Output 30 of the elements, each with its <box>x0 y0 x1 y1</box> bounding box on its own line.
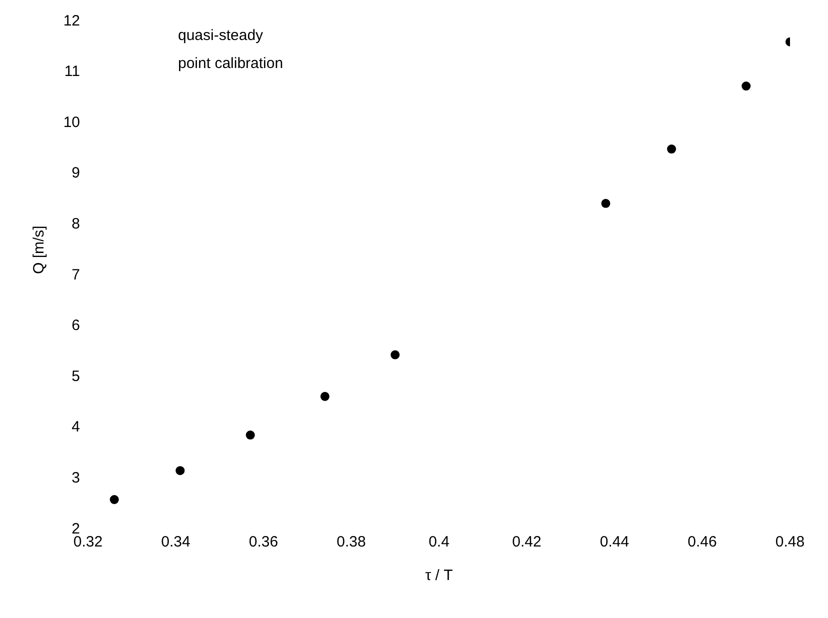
y-tick-label: 9 <box>72 164 80 182</box>
y-axis-title: Q [m/s] <box>30 226 48 274</box>
point <box>176 466 185 476</box>
annotation: quasi-steady <box>178 26 264 46</box>
y-tick-label: 11 <box>64 63 80 80</box>
y-tick-label: 6 <box>72 317 80 334</box>
y-tick-label: 3 <box>72 470 80 487</box>
y-tick-label: 8 <box>72 216 80 233</box>
point <box>390 350 400 360</box>
point <box>320 392 330 401</box>
x-tick-label: 0.42 <box>512 534 542 551</box>
y-tick-label: 5 <box>72 368 80 385</box>
point <box>742 82 751 91</box>
x-tick-label: 0.36 <box>248 534 278 551</box>
x-tick-label: 0.38 <box>336 534 366 551</box>
x-axis-title: τ / T <box>425 567 453 584</box>
x-tick-label: 0.34 <box>161 534 190 551</box>
x-tick-label: 0.46 <box>688 534 717 551</box>
point <box>667 144 676 154</box>
y-tick-label: 7 <box>72 266 80 284</box>
point <box>246 430 255 440</box>
x-tick-label: 0.44 <box>600 534 630 551</box>
x-tick-label: 0.4 <box>428 534 450 551</box>
y-tick-label: 12 <box>63 12 80 30</box>
annotation: point calibration <box>178 54 284 74</box>
y-tick-label: 4 <box>72 418 80 436</box>
y-tick-label: 10 <box>63 114 80 131</box>
point <box>601 198 610 208</box>
x-tick-label: 0.48 <box>775 534 805 551</box>
point <box>110 495 119 504</box>
